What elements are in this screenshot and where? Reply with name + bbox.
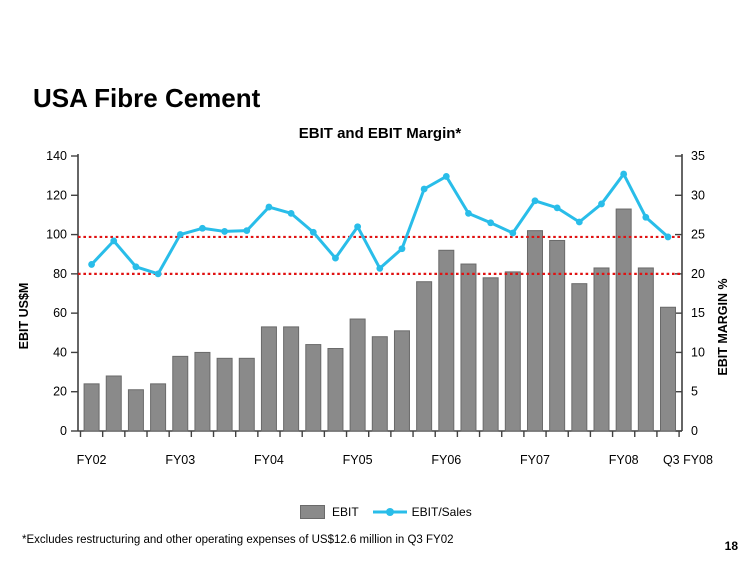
left-axis-tick-label: 140 xyxy=(46,149,67,163)
right-axis-tick-label: 35 xyxy=(691,149,705,163)
ebit-sales-point xyxy=(598,200,605,208)
ebit-bar xyxy=(393,330,410,432)
ebit-bar xyxy=(216,357,233,432)
ebit-bar xyxy=(349,318,366,432)
ebit-bar xyxy=(549,239,566,432)
ebit-bar xyxy=(194,351,211,432)
ebit-sales-point xyxy=(620,170,628,178)
ebit-sales-point xyxy=(221,228,229,235)
chart-legend: EBIT EBIT/Sales xyxy=(300,503,486,521)
ebit-sales-point xyxy=(376,264,384,272)
ebit-sales-point xyxy=(442,173,450,180)
ebit-bar xyxy=(460,263,477,432)
ebit-sales-point xyxy=(487,219,495,227)
left-axis-tick-label: 80 xyxy=(53,267,67,281)
ebit-bar xyxy=(615,208,632,432)
ebit-sales-point xyxy=(88,261,95,268)
ebit-sales-point xyxy=(332,254,339,262)
ebit-sales-point xyxy=(509,229,517,237)
ebit-bar xyxy=(105,375,122,432)
ebit-sales-point xyxy=(553,204,561,212)
right-axis-tick-label: 25 xyxy=(691,228,705,242)
ebit-sales-point xyxy=(199,224,206,232)
ebit-sales-point xyxy=(642,213,650,221)
ebit-sales-point xyxy=(664,233,672,241)
ebit-sales-point xyxy=(132,263,140,271)
ebit-sales-point xyxy=(154,270,162,278)
left-axis-title: EBIT US$M xyxy=(17,283,31,350)
right-axis-tick-label: 20 xyxy=(691,267,705,281)
x-axis-label: FY02 xyxy=(77,453,107,467)
chart-title: EBIT and EBIT Margin* xyxy=(298,125,462,142)
ebit-bar xyxy=(127,389,144,432)
ebit-sales-point xyxy=(531,197,539,205)
ebit-bar xyxy=(260,326,277,432)
left-axis-tick-label: 0 xyxy=(60,424,67,438)
right-axis-tick-label: 30 xyxy=(691,188,705,202)
ebit-bar xyxy=(438,249,455,432)
ebit-sales-point xyxy=(287,209,295,217)
slide-title: USA Fibre Cement xyxy=(33,83,261,114)
ebit-bar xyxy=(305,344,322,432)
ebit-sales-point xyxy=(309,228,317,236)
ebit-bar xyxy=(371,336,388,432)
right-axis-tick-label: 10 xyxy=(691,345,705,359)
ebit-sales-point xyxy=(243,227,251,235)
ebit-sales-point xyxy=(176,231,184,238)
left-axis-tick-label: 120 xyxy=(46,188,67,202)
footnote: *Excludes restructuring and other operat… xyxy=(22,534,454,546)
ebit-bar xyxy=(416,281,433,432)
ebit-bar xyxy=(482,277,499,432)
ebit-bar xyxy=(283,326,300,432)
left-axis-tick-label: 60 xyxy=(53,306,67,320)
ebit-bar xyxy=(504,271,521,432)
ebit-sales-point xyxy=(420,185,428,193)
ebit-sales-point xyxy=(575,218,583,226)
ebit-bar xyxy=(593,267,610,432)
ebit-bar xyxy=(150,383,167,432)
page-number: 18 xyxy=(724,539,738,553)
ebit-legend-swatch xyxy=(300,505,325,519)
right-axis-tick-label: 5 xyxy=(691,385,698,399)
ebit-sales-point xyxy=(265,203,273,211)
ebit-sales-point xyxy=(465,209,472,217)
ebit-bar xyxy=(637,267,654,432)
ebit-bar xyxy=(660,306,677,432)
ebit-bar xyxy=(83,383,100,432)
ebit-bar xyxy=(327,348,344,432)
ebit-sales-point xyxy=(354,223,362,231)
left-axis-tick-label: 100 xyxy=(46,228,67,242)
ebit-bar xyxy=(238,357,255,432)
right-axis-tick-label: 15 xyxy=(691,306,705,320)
right-axis-tick-label: 0 xyxy=(691,424,698,438)
ebit-bar xyxy=(571,283,588,432)
x-axis-label: FY07 xyxy=(520,453,550,467)
ebit-bar xyxy=(526,230,543,432)
x-axis-label: FY05 xyxy=(343,453,373,467)
left-axis-tick-label: 40 xyxy=(53,345,67,359)
ebit-sales-point xyxy=(398,245,406,253)
ebit-sales-legend-label: EBIT/Sales xyxy=(411,505,472,519)
ebit-legend-label: EBIT xyxy=(332,505,359,519)
x-axis-label: Q3 FY08 xyxy=(663,453,713,467)
left-axis-tick-label: 20 xyxy=(53,385,67,399)
x-axis-label: FY06 xyxy=(431,453,461,467)
x-axis-label: FY08 xyxy=(609,453,639,467)
ebit-chart: 0 20 40 60 80 100 120 140 0 5 10 15 20 25 30 35 FY02 FY03… xyxy=(17,149,730,467)
x-axis-label: FY03 xyxy=(165,453,195,467)
ebit-sales-legend-marker-icon xyxy=(372,508,407,516)
right-axis-title: EBIT MARGIN % xyxy=(716,278,730,375)
x-axis-label: FY04 xyxy=(254,453,284,467)
ebit-sales-point xyxy=(110,237,118,245)
ebit-bar xyxy=(172,355,189,432)
